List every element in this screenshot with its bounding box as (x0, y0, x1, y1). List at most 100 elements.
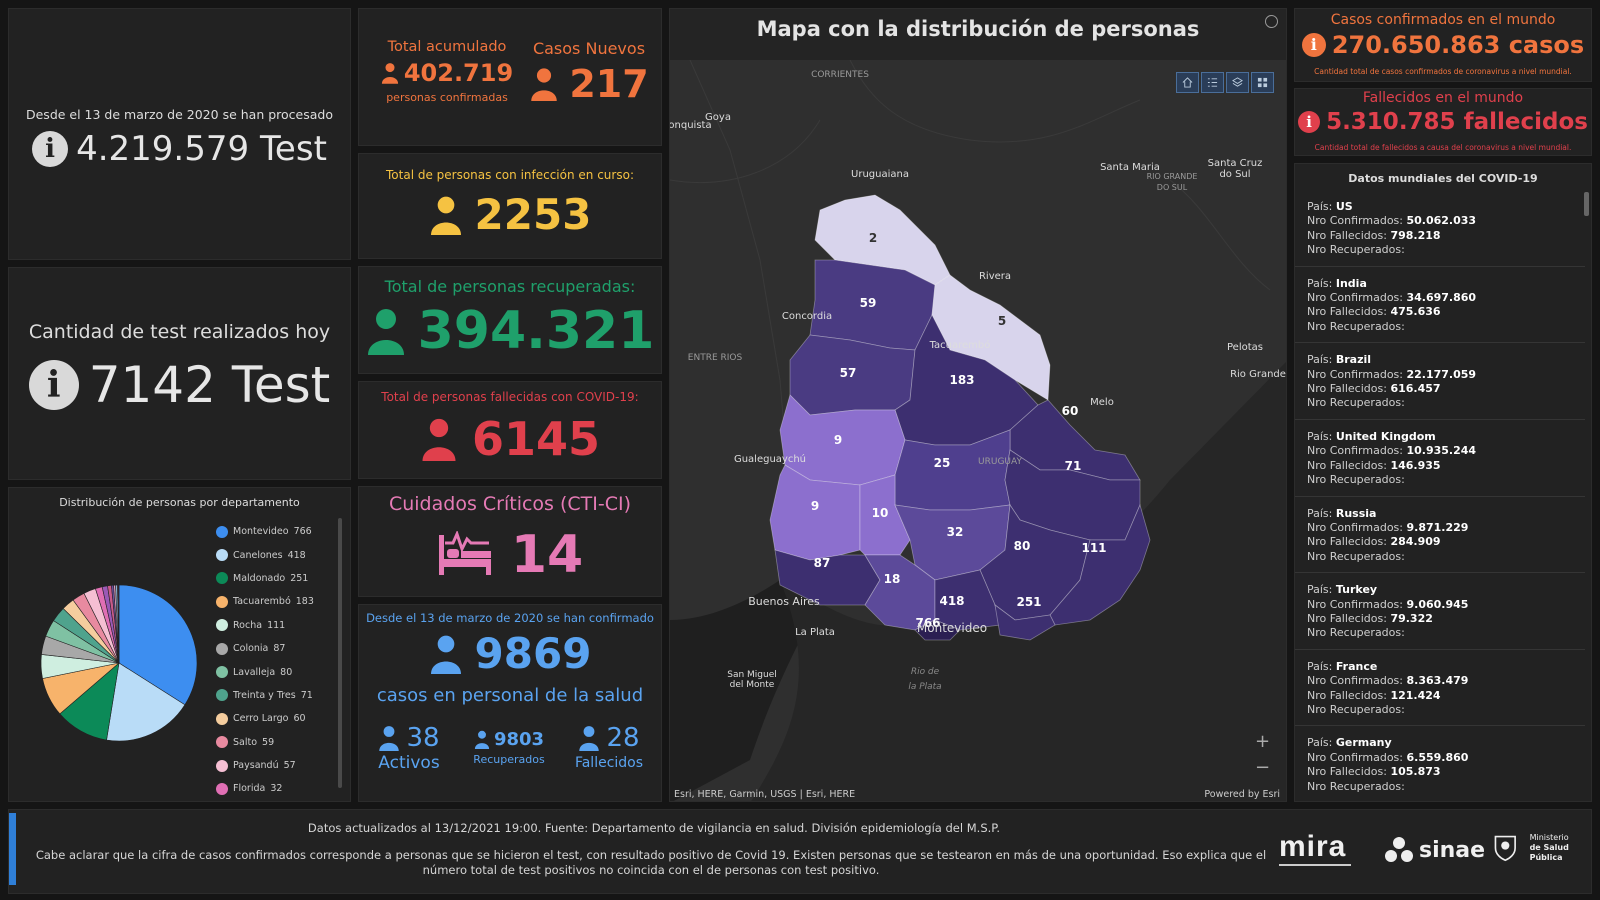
world-list-title: Datos mundiales del COVID-19 (1348, 172, 1538, 185)
zoom-in-button[interactable]: + (1255, 731, 1271, 752)
legend-item[interactable]: Paysandú 57 (216, 754, 336, 777)
legend-value: 183 (295, 596, 314, 608)
legend-value: 80 (280, 666, 293, 678)
country-confirmed-row: Nro Confirmados: 9.060.945 (1307, 598, 1573, 612)
country-confirmed-row: Nro Confirmados: 22.177.059 (1307, 368, 1573, 382)
zoom-out-button[interactable]: − (1255, 757, 1271, 778)
field-label: País: (1307, 200, 1336, 213)
field-label: Nro Fallecidos: (1307, 382, 1391, 396)
legend-item[interactable]: Montevideo 766 (216, 520, 336, 543)
info-icon[interactable]: i (1298, 111, 1321, 133)
legend-icon[interactable] (1201, 72, 1224, 93)
country-item[interactable]: País: India Nro Confirmados: 34.697.860 Nr… (1295, 267, 1585, 344)
world-list-card: Datos mundiales del COVID-19 País: US Nro… (1294, 163, 1592, 802)
footer-accent-bar (9, 813, 16, 885)
info-icon[interactable]: i (28, 360, 79, 410)
layers-icon[interactable] (1226, 72, 1249, 93)
country-item[interactable]: País: US Nro Confirmados: 50.062.033 Nro F… (1295, 190, 1585, 267)
deaths-card: Total de personas fallecidas con COVID-1… (358, 381, 662, 479)
field-value: 22.177.059 (1406, 367, 1477, 381)
expand-icon[interactable] (1265, 15, 1278, 28)
country-item[interactable]: País: Russia Nro Confirmados: 9.871.229 Nr… (1295, 497, 1585, 574)
legend-item[interactable]: Canelones 418 (216, 543, 336, 566)
info-icon[interactable]: i (1301, 33, 1326, 57)
total-acumulado-value: 402.719 (403, 59, 514, 87)
field-value: 79.322 (1390, 611, 1433, 625)
legend-item[interactable]: Cerro Largo 60 (216, 707, 336, 730)
department-region[interactable] (859, 474, 911, 556)
field-label: Nro Confirmados: (1307, 367, 1407, 381)
place-label: Rio de (911, 667, 940, 677)
region-count-label: 80 (1014, 539, 1031, 553)
home-icon[interactable] (1176, 72, 1199, 93)
country-recovered-row: Nro Recuperados: (1307, 473, 1573, 487)
place-label: La Plata (795, 627, 835, 638)
basemap-icon[interactable] (1251, 72, 1274, 93)
pie-slice[interactable] (118, 584, 198, 706)
region-count-label: 10 (872, 506, 889, 520)
department-region[interactable] (931, 274, 1051, 401)
field-label: Nro Recuperados: (1307, 779, 1405, 793)
world-deaths-value: 5.310.785 fallecidos (1326, 109, 1588, 135)
legend-item[interactable]: Florida 32 (216, 777, 336, 800)
powered-by-esri[interactable]: Powered by Esri (1204, 789, 1280, 800)
field-value: 475.636 (1390, 305, 1441, 319)
world-list-scrollbar[interactable] (1584, 192, 1589, 216)
country-item[interactable]: País: France Nro Confirmados: 8.363.479 Nr… (1295, 650, 1585, 727)
legend-item[interactable]: Rocha 111 (216, 614, 336, 637)
casos-nuevos-label: Casos Nuevos (532, 39, 646, 58)
hospital-bed-icon (438, 531, 491, 575)
place-label: Pelotas (1227, 342, 1263, 353)
confirmed-card: Total acumulado 402.719 personas confirm… (358, 8, 662, 146)
sinae-emblem-icon (1385, 837, 1413, 862)
legend-item[interactable]: Lavalleja 80 (216, 660, 336, 683)
info-icon[interactable]: i (32, 131, 69, 167)
field-value: India (1335, 276, 1367, 290)
field-label: Nro Confirmados: (1307, 291, 1407, 305)
country-deaths-row: Nro Fallecidos: 121.424 (1307, 689, 1573, 703)
legend-item[interactable]: Maldonado 251 (216, 567, 336, 590)
infection-card: Total de personas con infección en curso… (358, 153, 662, 259)
legend-item[interactable]: Treinta y Tres 71 (216, 684, 336, 707)
total-acumulado-label: Total acumulado (387, 39, 507, 55)
department-regions: 2 59 5 57 183 60 9 25 71 9 10 32 87 80 111 18 418 251 766 (769, 194, 1151, 641)
field-label: País: (1307, 583, 1336, 597)
tests-today-card: Cantidad de test realizados hoy i 7142 T… (8, 267, 351, 480)
department-region[interactable] (1049, 503, 1151, 626)
department-region[interactable] (769, 464, 861, 561)
legend-item[interactable]: Tacuarembó 183 (216, 590, 336, 613)
country-recovered-row: Nro Recuperados: (1307, 243, 1573, 257)
pie-slice[interactable] (106, 662, 186, 742)
country-item[interactable]: País: Germany Nro Confirmados: 6.559.860 N… (1295, 726, 1585, 801)
place-label: Rio Grande (1230, 369, 1286, 380)
field-value: 798.218 (1390, 228, 1441, 242)
field-label: Nro Recuperados: (1307, 549, 1405, 563)
region-count-label: 418 (939, 594, 964, 608)
field-label: Nro Recuperados: (1307, 243, 1405, 257)
department-region[interactable] (914, 619, 961, 641)
field-label: Nro Confirmados: (1307, 750, 1407, 764)
country-item[interactable]: País: United Kingdom Nro Confirmados: 10.… (1295, 420, 1585, 497)
legend-item[interactable]: Salto 59 (216, 731, 336, 754)
map-toolbar (1174, 72, 1274, 93)
footer-update-line: Datos actualizados al 13/12/2021 19:00. … (307, 821, 1001, 835)
legend-name: Salto (233, 736, 258, 748)
place-label: CORRIENTES (811, 70, 869, 80)
country-deaths-row: Nro Fallecidos: 798.218 (1307, 229, 1573, 243)
field-label: País: (1307, 659, 1336, 673)
country-item[interactable]: País: Turkey Nro Confirmados: 9.060.945 Nr… (1295, 573, 1585, 650)
field-label: Nro Confirmados: (1307, 444, 1407, 458)
legend-scrollbar[interactable] (338, 518, 342, 788)
country-item[interactable]: País: Brazil Nro Confirmados: 22.177.059 N… (1295, 343, 1585, 420)
field-label: Nro Fallecidos: (1307, 535, 1391, 549)
field-label: Nro Fallecidos: (1307, 688, 1391, 702)
field-label: Nro Recuperados: (1307, 319, 1405, 333)
legend-name: Montevideo (233, 526, 289, 538)
field-value: 9.871.229 (1406, 520, 1469, 534)
place-label: Montevideo (917, 621, 987, 635)
world-list[interactable]: País: US Nro Confirmados: 50.062.033 Nro F… (1295, 190, 1585, 801)
department-region[interactable] (994, 604, 1056, 641)
legend-value: 251 (290, 572, 309, 584)
legend-item[interactable]: Colonia 87 (216, 637, 336, 660)
